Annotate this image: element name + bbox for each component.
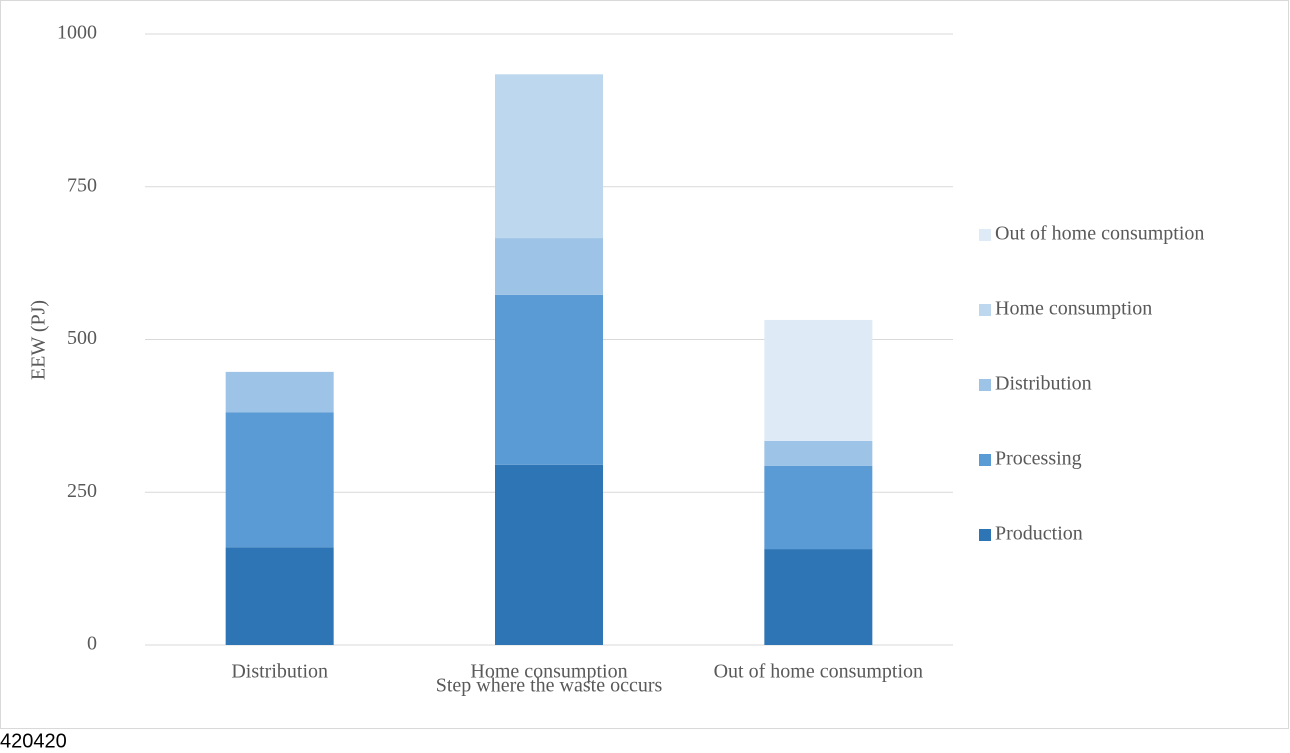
legend-swatch (979, 229, 991, 241)
legend-label: Processing (995, 448, 1082, 470)
bar-segment (764, 440, 873, 466)
y-tick-label: 1000 (57, 22, 97, 44)
bar-segment (225, 412, 334, 548)
x-tick-label: Home consumption (470, 661, 627, 683)
bar-segment (764, 549, 873, 645)
y-axis-title: EEW (PJ) (28, 300, 50, 380)
legend-label: Distribution (995, 373, 1092, 395)
y-tick-label: 750 (67, 174, 97, 196)
bar-segment (764, 465, 873, 550)
y-tick-label: 250 (67, 480, 97, 502)
y-tick-label: 500 (67, 327, 97, 349)
legend-swatch (979, 304, 991, 316)
legend-swatch (979, 379, 991, 391)
legend-label: Out of home consumption (995, 223, 1204, 245)
bar-segment (495, 464, 603, 645)
y-tick-label: 0 (87, 633, 97, 655)
x-tick-label: Distribution (231, 661, 328, 683)
legend-swatch (979, 454, 991, 466)
bar-segment (495, 294, 603, 465)
x-tick-label: Out of home consumption (714, 661, 923, 683)
footer-text: 420420 (0, 730, 67, 752)
bar-segment (764, 319, 873, 441)
bar-segment (225, 371, 334, 413)
x-axis-title: Step where the waste occurs (436, 675, 663, 697)
chart-border (0, 0, 1289, 729)
legend-label: Production (995, 523, 1083, 545)
bar-segment (495, 74, 603, 239)
bar-segment (225, 547, 334, 645)
bar-segment (495, 238, 603, 295)
legend-swatch (979, 529, 991, 541)
legend-label: Home consumption (995, 298, 1152, 320)
